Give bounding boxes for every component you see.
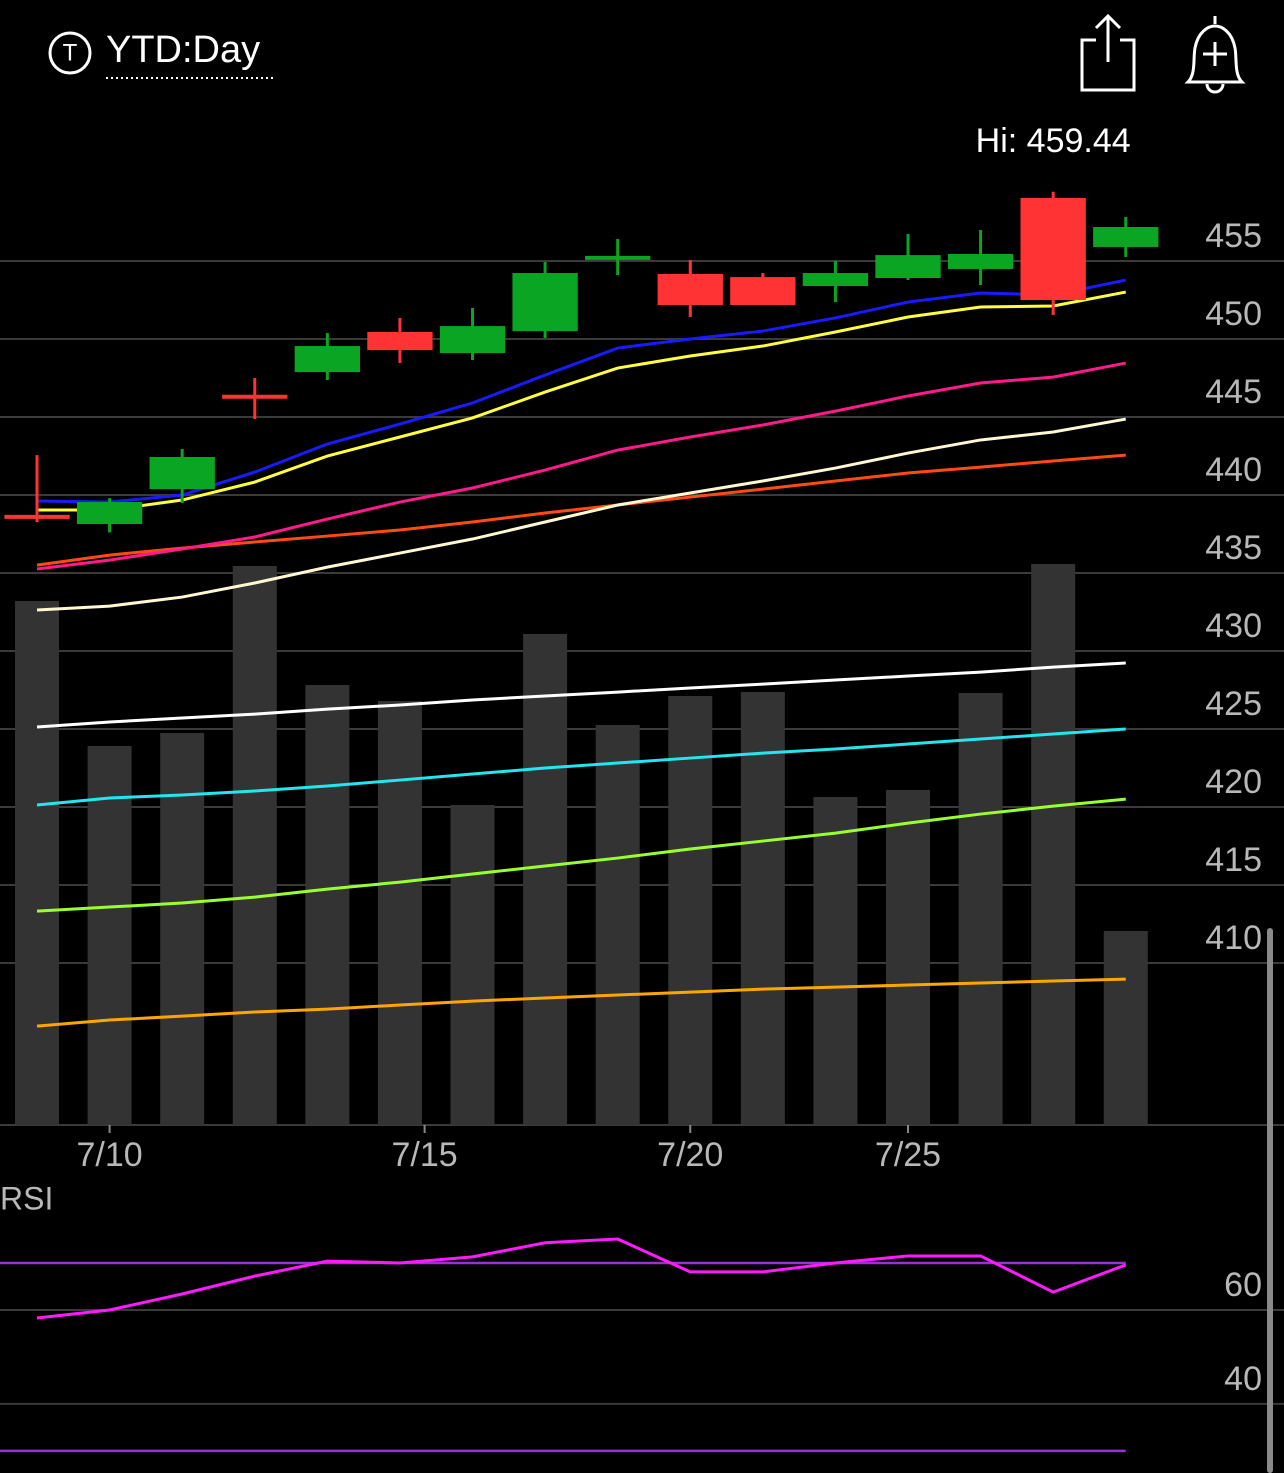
volume-bar <box>740 692 785 1125</box>
range-button[interactable]: YTD:Day <box>106 29 274 79</box>
y-tick-label: 440 <box>1205 451 1262 489</box>
y-tick-label: 60 <box>1224 1266 1262 1304</box>
volume-bar <box>232 566 277 1125</box>
y-tick-label: 450 <box>1205 295 1262 333</box>
moving-average-line <box>36 453 1126 567</box>
share-box <box>1080 38 1136 92</box>
y-tick-label: 415 <box>1205 841 1262 879</box>
volume-bar <box>523 634 568 1125</box>
scrollbar <box>1267 928 1273 1473</box>
y-tick-label: 425 <box>1205 685 1262 723</box>
candle-body <box>1093 227 1159 247</box>
candle-body <box>802 273 869 286</box>
volume-bar <box>450 805 495 1125</box>
volume-bar <box>305 685 350 1125</box>
y-tick-label: 430 <box>1205 607 1262 645</box>
candle-body <box>512 273 578 332</box>
volume-bar <box>886 790 931 1125</box>
moving-average-line <box>36 977 1126 1028</box>
volume-bar <box>160 733 205 1125</box>
candle-body <box>657 273 723 306</box>
candle-body <box>367 332 433 351</box>
candle-body <box>294 346 361 373</box>
moving-average-line <box>36 727 1126 807</box>
range-label: YTD:Day <box>106 29 260 71</box>
x-tick-label: 7/25 <box>875 1136 941 1174</box>
symbol-button[interactable]: T <box>48 31 92 75</box>
y-tick-label: 410 <box>1205 919 1262 957</box>
y-tick-label: 420 <box>1205 763 1262 801</box>
candle-body <box>1020 197 1086 301</box>
candle-body <box>875 255 941 279</box>
volume-bar <box>595 725 640 1125</box>
bell <box>1184 16 1246 84</box>
y-tick-label: 435 <box>1205 529 1262 567</box>
rsi-line <box>36 1237 1127 1320</box>
volume-bar <box>1103 931 1148 1125</box>
volume-bar <box>813 797 858 1125</box>
volume-bar <box>15 601 60 1125</box>
moving-average-line <box>36 797 1126 913</box>
high-annotation: Hi: 459.44 <box>976 122 1131 160</box>
y-tick-label: 40 <box>1224 1360 1262 1398</box>
volume-bar <box>668 696 713 1125</box>
x-tick-label: 7/10 <box>77 1136 143 1174</box>
moving-average-line <box>37 290 1127 512</box>
panel-title: RSI <box>0 1180 53 1216</box>
candle-body <box>730 277 796 306</box>
y-tick-label: 445 <box>1205 373 1262 411</box>
moving-average-line <box>36 361 1127 571</box>
candle-body <box>439 326 506 354</box>
x-tick-label: 7/20 <box>657 1136 723 1174</box>
candle-body <box>76 502 143 525</box>
volume-bar <box>1031 564 1076 1125</box>
candle-body <box>149 456 215 490</box>
moving-average-line <box>36 278 1127 504</box>
bell-clapper <box>1205 83 1225 94</box>
bell-plus <box>1203 42 1227 66</box>
icon-letter: T <box>63 39 78 66</box>
icon-circle <box>48 31 92 75</box>
y-tick-label: 455 <box>1205 217 1262 255</box>
candle-body <box>585 255 651 260</box>
x-tick-label: 7/15 <box>392 1136 458 1174</box>
candle-body <box>947 253 1014 269</box>
candle-body <box>4 514 70 519</box>
share-button[interactable] <box>1080 13 1136 92</box>
candle-body <box>222 394 288 399</box>
moving-average-line <box>36 661 1126 729</box>
moving-average-line <box>36 417 1127 612</box>
share-arrow <box>1094 13 1122 62</box>
volume-bar <box>377 701 422 1125</box>
volume-bar <box>958 693 1003 1125</box>
header: T YTD:Day <box>48 13 1246 94</box>
alert-button[interactable] <box>1184 16 1246 94</box>
volume-bar <box>87 746 132 1125</box>
